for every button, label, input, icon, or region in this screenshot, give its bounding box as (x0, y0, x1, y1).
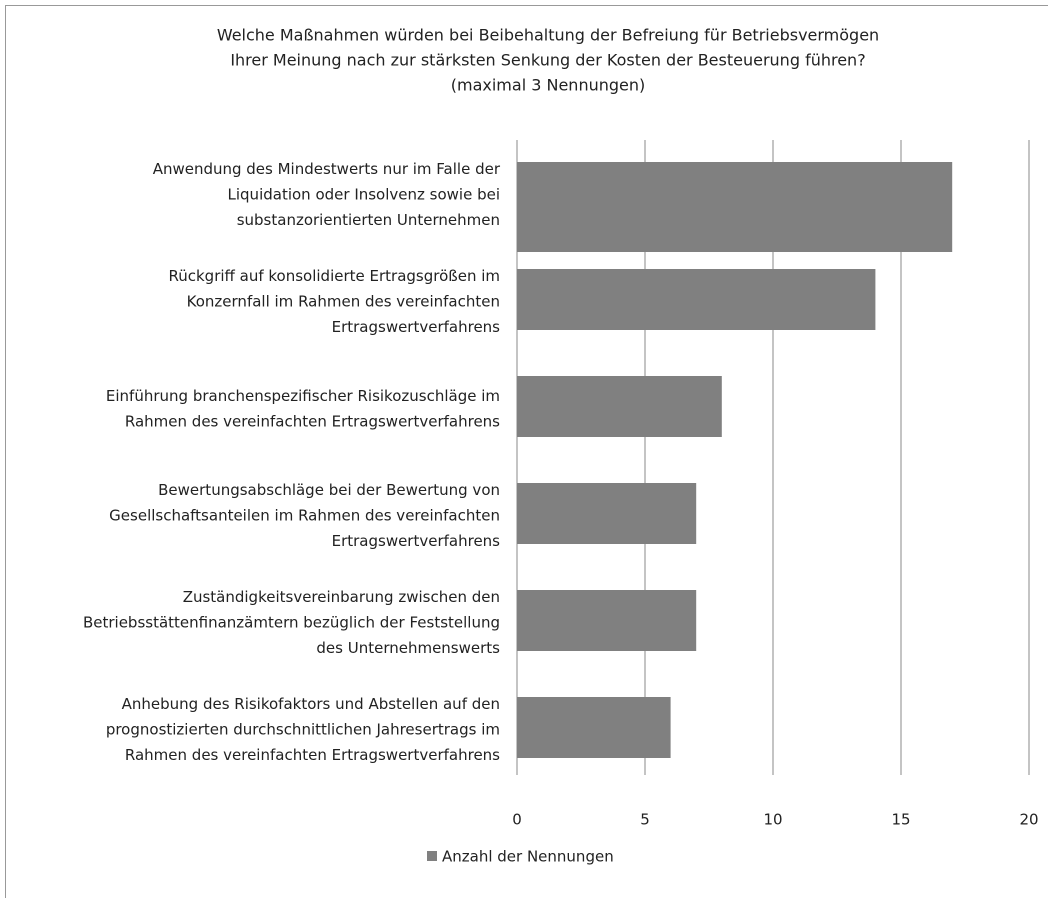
x-tick-label: 5 (640, 811, 650, 829)
x-tick-label: 10 (763, 811, 782, 829)
y-tick-label: Einführung branchenspezifischer Risikozu… (106, 387, 500, 405)
y-tick-label: des Unternehmenswerts (316, 639, 500, 657)
y-tick-label: Gesellschaftsanteilen im Rahmen des vere… (109, 507, 500, 525)
y-tick-label: Bewertungsabschläge bei der Bewertung vo… (158, 481, 500, 499)
y-tick-label: Anwendung des Mindestwerts nur im Falle … (153, 160, 501, 178)
y-tick-label: Liquidation oder Insolvenz sowie bei (228, 186, 500, 204)
y-tick-label: Rahmen des vereinfachten Ertragswertverf… (125, 412, 500, 430)
y-tick-label: Ertragswertverfahrens (332, 318, 501, 336)
chart-border (5, 5, 1048, 898)
x-tick-label: 0 (512, 811, 522, 829)
y-tick-label: substanzorientierten Unternehmen (237, 211, 500, 229)
bar (517, 269, 876, 330)
bar (517, 590, 697, 651)
bar (517, 483, 697, 544)
y-tick-label: Rahmen des vereinfachten Ertragswertverf… (125, 746, 500, 764)
legend-swatch (427, 851, 437, 861)
bar (517, 376, 722, 437)
bar (517, 162, 953, 252)
chart-title: (maximal 3 Nennungen) (451, 76, 646, 95)
y-tick-label: Rückgriff auf konsolidierte Ertragsgröße… (168, 267, 500, 285)
y-tick-label: Zuständigkeitsvereinbarung zwischen den (183, 588, 500, 606)
chart-title: Welche Maßnahmen würden bei Beibehaltung… (217, 26, 879, 45)
x-tick-label: 15 (891, 811, 910, 829)
y-tick-label: Ertragswertverfahrens (332, 532, 501, 550)
y-tick-label: Konzernfall im Rahmen des vereinfachten (187, 293, 500, 311)
chart-title: Ihrer Meinung nach zur stärksten Senkung… (230, 51, 865, 70)
bar (517, 697, 671, 758)
y-tick-label: Anhebung des Risikofaktors und Abstellen… (122, 695, 500, 713)
legend-label: Anzahl der Nennungen (442, 848, 614, 866)
y-tick-label: prognostizierten durchschnittlichen Jahr… (106, 721, 500, 739)
y-tick-label: Betriebsstättenfinanzämtern bezüglich de… (83, 614, 500, 632)
x-tick-label: 20 (1019, 811, 1038, 829)
